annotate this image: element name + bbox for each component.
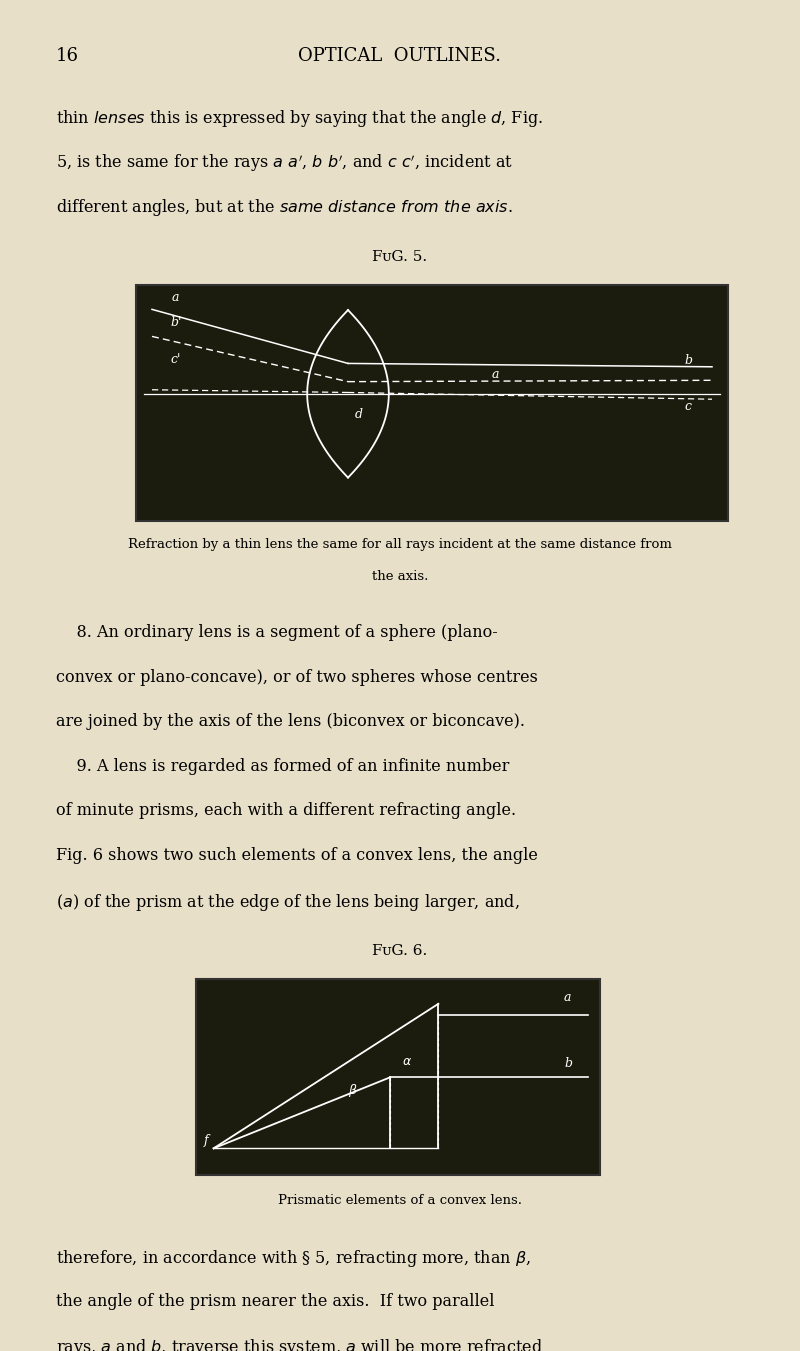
Text: FᴜG. 6.: FᴜG. 6. (372, 944, 428, 958)
Text: thin $\it{lenses}$ this is expressed by saying that the angle $\it{d}$, Fig.: thin $\it{lenses}$ this is expressed by … (56, 108, 543, 130)
Text: convex or plano-concave), or of two spheres whose centres: convex or plano-concave), or of two sphe… (56, 669, 538, 686)
Bar (196, 979, 600, 1175)
Text: b: b (684, 354, 692, 367)
Text: Refraction by a thin lens the same for all rays incident at the same distance fr: Refraction by a thin lens the same for a… (128, 538, 672, 551)
Text: b': b' (170, 316, 182, 328)
Text: f: f (204, 1135, 209, 1147)
Text: $\beta$: $\beta$ (348, 1082, 358, 1098)
Text: the axis.: the axis. (372, 570, 428, 584)
Text: Fig. 6 shows two such elements of a convex lens, the angle: Fig. 6 shows two such elements of a conv… (56, 847, 538, 865)
Text: of minute prisms, each with a different refracting angle.: of minute prisms, each with a different … (56, 802, 516, 820)
Text: are joined by the axis of the lens (biconvex or biconcave).: are joined by the axis of the lens (bico… (56, 713, 525, 731)
Text: different angles, but at the $\it{same\ distance\ from\ the\ axis}$.: different angles, but at the $\it{same\ … (56, 197, 513, 219)
Text: 9. A lens is regarded as formed of an infinite number: 9. A lens is regarded as formed of an in… (56, 758, 510, 775)
Text: OPTICAL  OUTLINES.: OPTICAL OUTLINES. (298, 47, 502, 65)
Bar (136, 285, 728, 521)
Text: a: a (564, 992, 571, 1004)
Text: FᴜG. 5.: FᴜG. 5. (373, 250, 427, 263)
Text: Prismatic elements of a convex lens.: Prismatic elements of a convex lens. (278, 1194, 522, 1208)
Text: ($\it{a}$) of the prism at the edge of the lens being larger, and,: ($\it{a}$) of the prism at the edge of t… (56, 892, 520, 913)
Text: c': c' (170, 354, 181, 366)
Text: 5, is the same for the rays $\it{a}$ $\it{a'}$, $\it{b}$ $\it{b'}$, and $\it{c}$: 5, is the same for the rays $\it{a}$ $\i… (56, 153, 514, 174)
Text: 8. An ordinary lens is a segment of a sphere (plano-: 8. An ordinary lens is a segment of a sp… (56, 624, 498, 642)
Text: therefore, in accordance with § 5, refracting more, than $\it{\beta}$,: therefore, in accordance with § 5, refra… (56, 1248, 531, 1270)
Text: a: a (172, 292, 179, 304)
Text: b: b (564, 1056, 572, 1070)
Text: c: c (684, 400, 691, 413)
Text: rays, $\it{a}$ and $\it{b}$, traverse this system, $\it{a}$ will be more refract: rays, $\it{a}$ and $\it{b}$, traverse th… (56, 1337, 543, 1351)
Text: $\alpha$: $\alpha$ (402, 1055, 413, 1067)
Text: 16: 16 (56, 47, 79, 65)
Text: d: d (354, 408, 362, 422)
Text: the angle of the prism nearer the axis.  If two parallel: the angle of the prism nearer the axis. … (56, 1293, 494, 1310)
Text: a: a (491, 367, 498, 381)
